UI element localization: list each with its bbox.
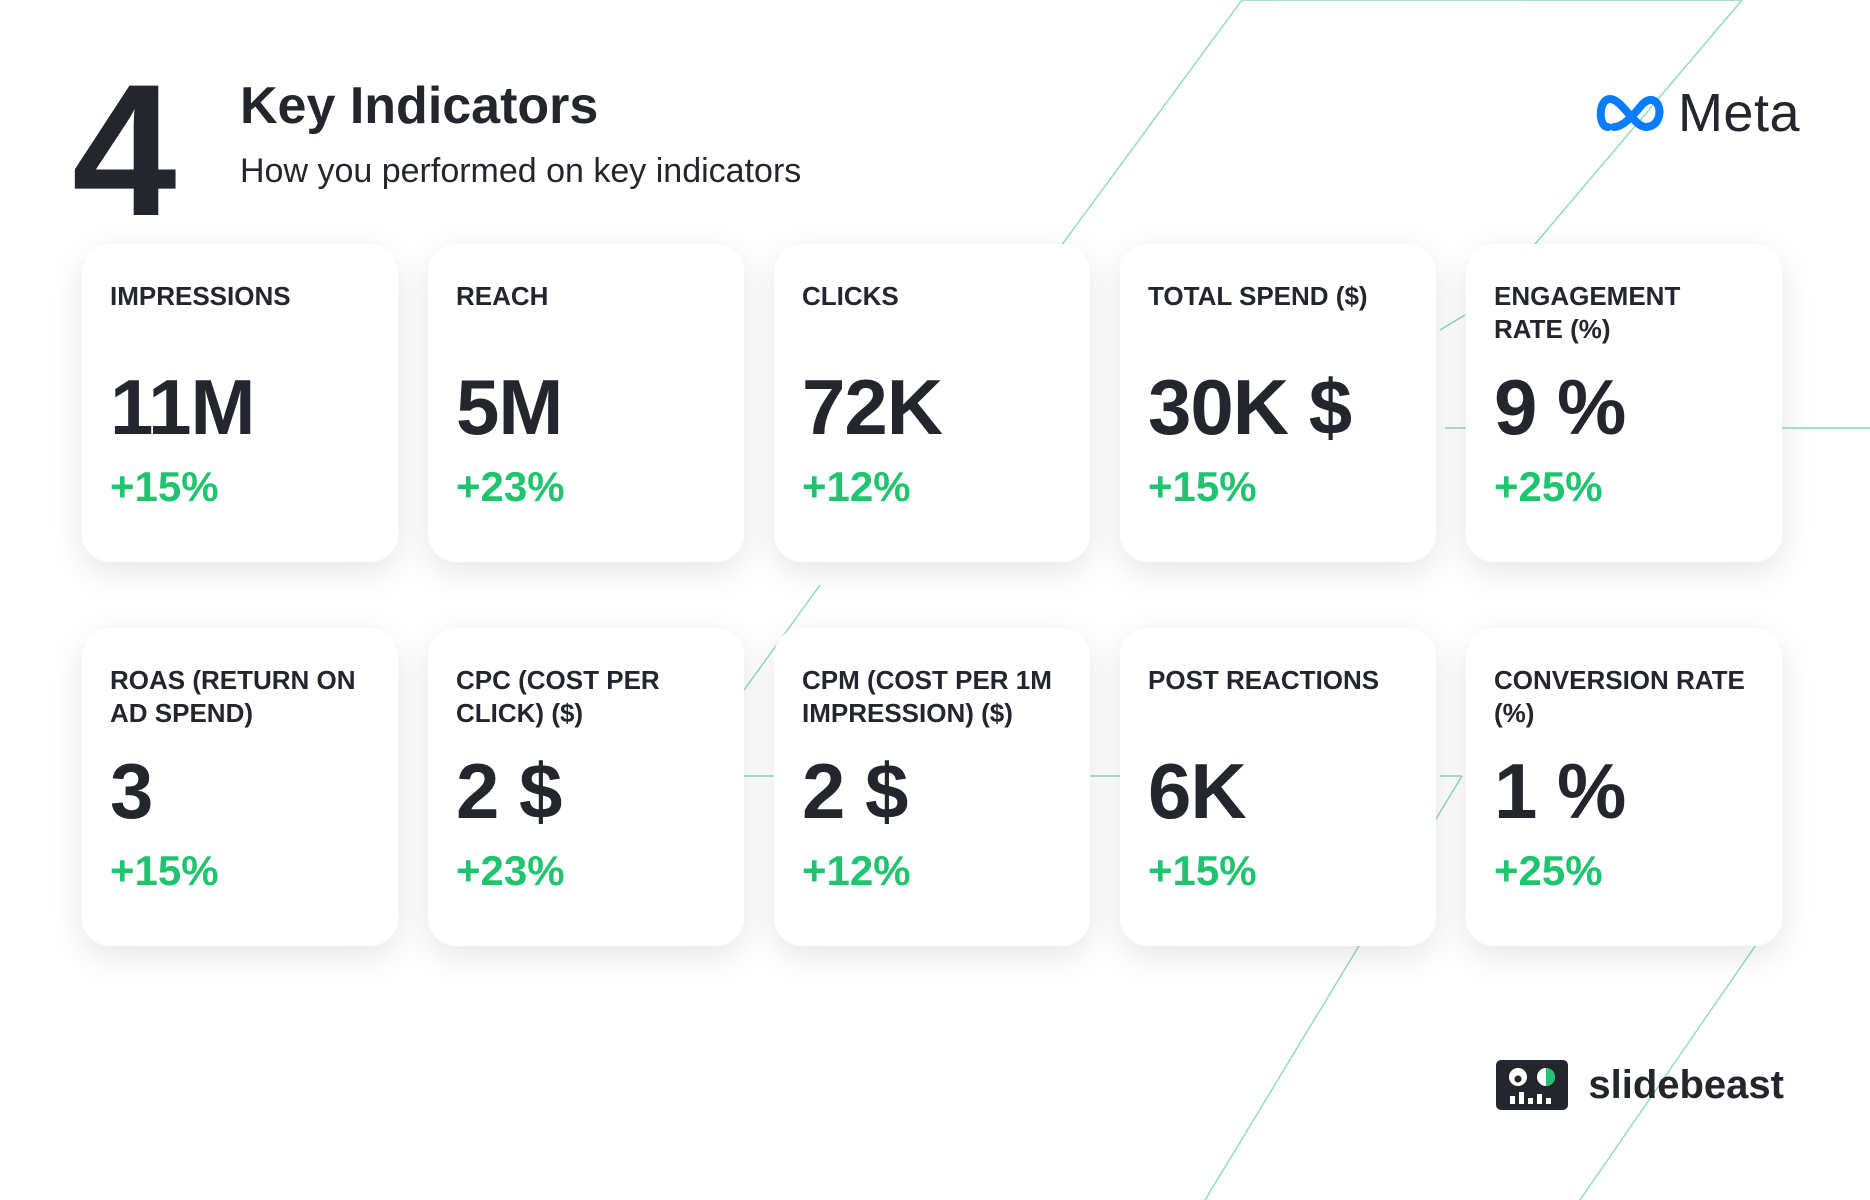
metric-change: +25% (1494, 847, 1603, 894)
metric-value: 6K (1148, 747, 1247, 835)
metric-value: 30K $ (1148, 363, 1352, 451)
metric-change: +15% (1148, 847, 1257, 894)
metric-card-cpc: CPC (COST PER CLICK) ($) 2 $ +23% (428, 628, 744, 946)
metric-card-post-reactions: POST REACTIONS 6K +15% (1120, 628, 1436, 946)
metric-card-clicks: CLICKS 72K +12% (774, 244, 1090, 562)
meta-infinity-icon (1596, 95, 1664, 131)
metric-card-impressions: IMPRESSIONS 11M +15% (82, 244, 398, 562)
metric-card-total-spend: TOTAL SPEND ($) 30K $ +15% (1120, 244, 1436, 562)
metric-label: CLICKS (802, 281, 899, 311)
metric-label: CPC (COST PER CLICK) ($) (456, 665, 660, 728)
metric-label: ROAS (RETURN ON AD SPEND) (110, 665, 356, 728)
slidebeast-logo: slidebeast (1496, 1060, 1784, 1110)
metrics-grid: IMPRESSIONS 11M +15% REACH 5M +23% CLICK… (82, 244, 1782, 946)
page-title: Key Indicators (240, 77, 599, 135)
metric-label: ENGAGEMENT RATE (%) (1494, 281, 1681, 344)
metric-label: POST REACTIONS (1148, 665, 1380, 695)
metric-change: +25% (1494, 463, 1603, 510)
meta-logo: Meta (1596, 82, 1800, 144)
section-number: 4 (72, 45, 177, 255)
slidebeast-logo-text: slidebeast (1588, 1062, 1784, 1107)
metric-change: +15% (110, 847, 219, 894)
metric-change: +15% (1148, 463, 1257, 510)
metric-value: 11M (110, 363, 255, 451)
metric-value: 9 % (1494, 363, 1626, 451)
metric-card-cpm: CPM (COST PER 1M IMPRESSION) ($) 2 $ +12… (774, 628, 1090, 946)
metric-label: TOTAL SPEND ($) (1148, 281, 1368, 311)
metric-label: REACH (456, 281, 549, 311)
metric-label: CONVERSION RATE (%) (1494, 665, 1745, 728)
meta-logo-text: Meta (1677, 83, 1800, 143)
metric-label: IMPRESSIONS (110, 281, 291, 311)
metric-value: 72K (802, 363, 943, 451)
metric-card-engagement-rate: ENGAGEMENT RATE (%) 9 % +25% (1466, 244, 1782, 562)
metric-change: +23% (456, 463, 565, 510)
metric-change: +23% (456, 847, 565, 894)
metric-change: +12% (802, 847, 911, 894)
page-subtitle: How you performed on key indicators (240, 152, 802, 190)
metric-card-reach: REACH 5M +23% (428, 244, 744, 562)
metric-value: 2 $ (456, 747, 562, 835)
metric-change: +12% (802, 463, 911, 510)
metric-change: +15% (110, 463, 219, 510)
metric-card-conversion-rate: CONVERSION RATE (%) 1 % +25% (1466, 628, 1782, 946)
slidebeast-robot-icon (1496, 1060, 1569, 1110)
metric-value: 1 % (1494, 747, 1626, 835)
metric-value: 2 $ (802, 747, 908, 835)
metric-label: CPM (COST PER 1M IMPRESSION) ($) (802, 665, 1052, 728)
metric-value: 3 (110, 747, 153, 835)
metric-value: 5M (456, 363, 563, 451)
metric-card-roas: ROAS (RETURN ON AD SPEND) 3 +15% (82, 628, 398, 946)
